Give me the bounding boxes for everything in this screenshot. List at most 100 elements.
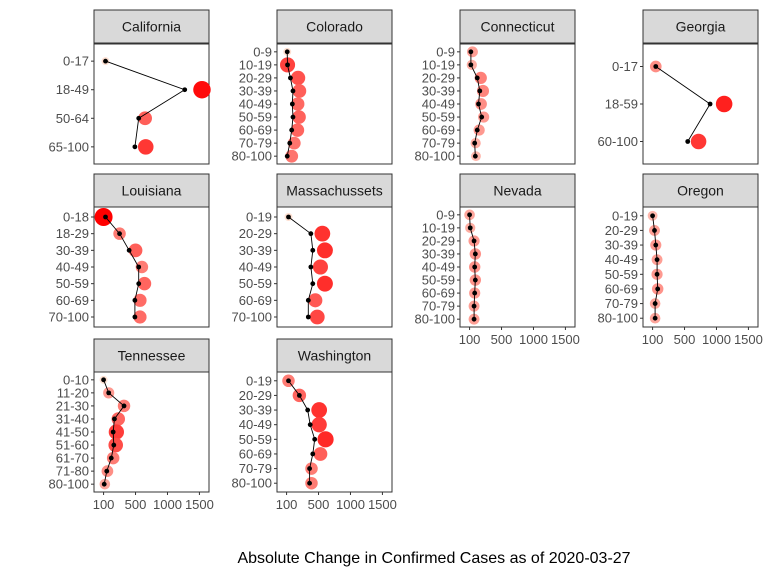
y-tick-label: 30-39	[422, 246, 455, 261]
start-dot	[305, 407, 311, 413]
strip-label-california: California	[122, 19, 181, 35]
panel-california: California 0-17 18-49 50-64 65-100	[49, 9, 211, 165]
start-dot	[285, 62, 290, 68]
x-tick-label: 500	[308, 497, 330, 512]
change-dot	[316, 242, 333, 259]
x-tick-label: 100	[276, 497, 298, 512]
y-tick-label: 0-9	[253, 44, 272, 59]
y-tick-label: 0-19	[246, 373, 272, 388]
start-dot	[652, 301, 658, 306]
y-tick-label: 0-17	[63, 54, 89, 69]
start-dot	[654, 271, 660, 277]
change-dot	[475, 98, 487, 110]
y-tick-label: 50-59	[56, 276, 89, 291]
start-dot	[286, 378, 291, 384]
x-tick-label: 1500	[368, 497, 397, 512]
start-dot	[467, 225, 473, 231]
panel-oregon: Oregon 0-1920-2930-3940-4950-5960-6970-79…	[598, 173, 763, 347]
change-dot	[287, 136, 301, 150]
strip-nevada	[459, 173, 576, 208]
strip-label-georgia: Georgia	[676, 19, 726, 35]
strip-massachussets	[276, 173, 393, 208]
start-dot	[101, 481, 107, 487]
change-dot	[314, 225, 331, 242]
strip-label-nevada: Nevada	[493, 183, 541, 199]
start-dot	[287, 140, 293, 146]
y-tick-label: 60-69	[605, 281, 638, 296]
start-dot	[312, 436, 318, 442]
y-tick-label: 61-70	[56, 451, 89, 466]
start-dot	[307, 466, 312, 471]
series-line	[288, 380, 316, 484]
y-tick-label: 65-100	[49, 139, 89, 154]
start-dot	[654, 257, 660, 263]
x-tick-label: 100	[642, 332, 664, 347]
y-tick-label: 21-30	[56, 398, 89, 413]
start-dot	[103, 58, 108, 64]
start-dot	[136, 264, 142, 270]
start-dot	[472, 251, 478, 257]
y-tick-label: 50-59	[239, 110, 272, 125]
start-dot	[655, 286, 661, 292]
y-tick-label: 80-100	[232, 476, 272, 491]
start-dot	[652, 315, 658, 321]
change-dot	[291, 97, 305, 111]
y-tick-label: 40-49	[422, 97, 455, 112]
change-dot	[133, 293, 147, 307]
y-tick-label: 70-79	[239, 136, 272, 151]
start-dot	[471, 316, 477, 322]
start-dot	[290, 88, 296, 94]
change-dot	[309, 309, 325, 325]
change-dot	[133, 310, 147, 324]
y-tick-label: 80-100	[415, 149, 455, 164]
y-tick-label: 60-69	[422, 286, 455, 301]
change-dot	[290, 70, 306, 86]
y-tick-label: 10-19	[422, 57, 455, 72]
y-tick-label: 30-39	[422, 83, 455, 98]
x-tick-label: 1500	[551, 332, 580, 347]
change-dot	[313, 447, 328, 461]
y-tick-label: 0-9	[436, 207, 455, 222]
plot-area-oregon	[642, 206, 759, 328]
strip-tennessee	[93, 338, 210, 373]
change-dot	[292, 84, 307, 98]
start-dot	[467, 212, 472, 218]
start-dot	[471, 238, 477, 244]
y-tick-label: 30-39	[56, 243, 89, 258]
y-tick-label: 40-49	[239, 97, 272, 112]
change-dot	[311, 402, 328, 418]
start-dot	[305, 314, 311, 320]
start-dot	[296, 393, 302, 398]
x-tick-label: 1500	[185, 497, 214, 512]
start-dot	[182, 87, 188, 93]
y-tick-label: 50-64	[56, 111, 89, 126]
start-dot	[110, 429, 116, 435]
change-dot	[317, 431, 334, 448]
y-tick-label: 0-19	[246, 210, 272, 225]
start-dot	[289, 127, 295, 133]
change-dot	[290, 123, 305, 137]
y-tick-label: 30-39	[605, 238, 638, 253]
change-dot	[138, 111, 152, 126]
y-tick-label: 18-29	[56, 226, 89, 241]
y-tick-label: 0-19	[612, 208, 638, 223]
start-dot	[108, 455, 114, 461]
start-dot	[479, 114, 485, 120]
change-dot	[316, 275, 333, 292]
start-dot	[653, 242, 659, 248]
strip-oregon	[642, 173, 759, 208]
y-tick-label: 20-29	[422, 70, 455, 85]
y-tick-label: 60-69	[56, 293, 89, 308]
start-dot	[472, 153, 478, 159]
y-tick-label: 70-79	[239, 461, 272, 476]
start-dot	[685, 139, 691, 144]
start-dot	[112, 416, 117, 422]
start-dot	[472, 140, 478, 146]
y-tick-label: 0-17	[612, 59, 638, 74]
start-dot	[310, 281, 316, 287]
y-tick-label: 40-49	[239, 417, 272, 432]
y-tick-label: 0-9	[436, 44, 455, 59]
start-dot	[310, 247, 316, 253]
strip-label-washington: Washington	[298, 348, 371, 364]
